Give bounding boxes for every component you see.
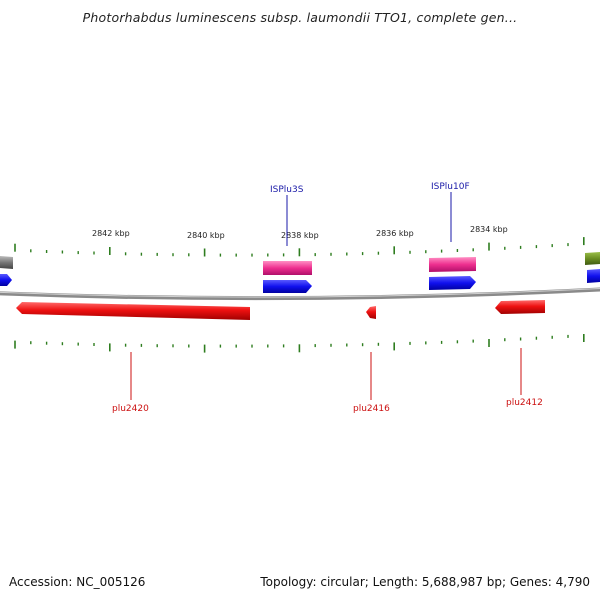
upper-tick-ring bbox=[14, 237, 585, 257]
scale-label-2836: 2836 kbp bbox=[376, 229, 414, 238]
is-element-isplu3s[interactable] bbox=[263, 261, 312, 275]
map-title: Photorhabdus luminescens subsp. laumondi… bbox=[82, 10, 518, 25]
feature-olive-right[interactable] bbox=[585, 252, 600, 265]
label-plu2420: plu2420 bbox=[112, 404, 149, 414]
scale-label-2842: 2842 kbp bbox=[92, 229, 130, 238]
feature-grey-left[interactable] bbox=[0, 256, 13, 269]
cds-arrow-1[interactable] bbox=[263, 280, 312, 293]
gene-plu2420[interactable] bbox=[16, 302, 250, 320]
genome-backbone bbox=[0, 287, 600, 301]
scale-label-2838: 2838 kbp bbox=[281, 231, 319, 240]
label-isplu10f: ISPlu10F bbox=[431, 182, 470, 192]
scale-label-2840: 2840 kbp bbox=[187, 231, 225, 240]
lower-tick-ring bbox=[14, 334, 585, 353]
cds-blue-left[interactable] bbox=[0, 274, 12, 286]
is-element-isplu10f[interactable] bbox=[429, 257, 476, 272]
scale-labels: 2842 kbp 2840 kbp 2838 kbp 2836 kbp 2834… bbox=[92, 225, 508, 240]
label-plu2416: plu2416 bbox=[353, 404, 390, 414]
gene-plu2412[interactable] bbox=[495, 300, 545, 314]
label-isplu3s: ISPlu3S bbox=[270, 185, 304, 195]
label-plu2412: plu2412 bbox=[506, 398, 543, 408]
gene-plu2416[interactable] bbox=[366, 306, 376, 319]
accession-text: Accession: NC_005126 bbox=[9, 575, 146, 589]
genome-summary-text: Topology: circular; Length: 5,688,987 bp… bbox=[260, 575, 590, 589]
cds-blue-right[interactable] bbox=[587, 269, 600, 283]
scale-label-2834: 2834 kbp bbox=[470, 225, 508, 234]
cds-arrow-2[interactable] bbox=[429, 276, 476, 290]
